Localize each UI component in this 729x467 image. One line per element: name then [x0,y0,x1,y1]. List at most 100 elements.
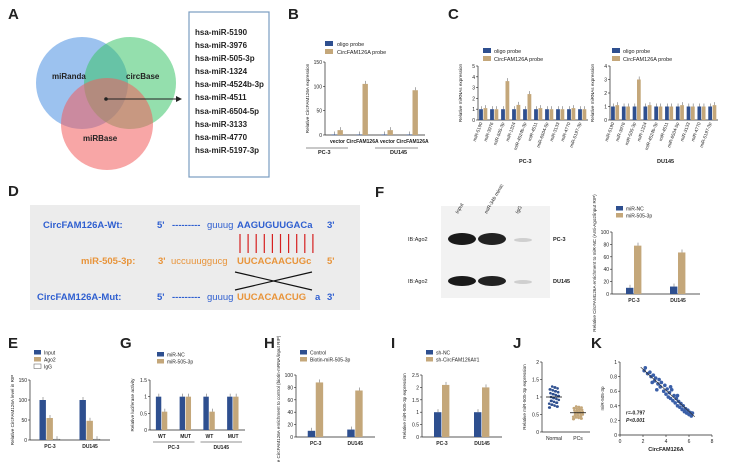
bar [474,412,482,437]
y-tick-label: 100 [285,373,294,379]
group-label: PC-3 [168,445,180,451]
blot-row-label: IB:Ago2 [408,279,428,285]
y-tick-label: 5 [472,64,475,70]
bar [505,81,510,120]
x-tick-label: 0 [619,439,622,445]
bar [347,429,355,437]
y-tick-label: 2 [472,96,475,102]
blot-band [478,233,506,245]
legend-swatch [300,350,307,355]
data-point [648,370,652,375]
y-tick-label: 0 [536,430,539,436]
venn-arrow-head [176,96,182,102]
y-tick-label: 60 [603,255,609,261]
legend-label: sh-NC [436,351,451,357]
blot-band [478,276,506,286]
y-axis-label: Relative luciferase activity [130,378,135,432]
y-tick-label: 100 [314,84,323,90]
y-tick-label: 1 [614,360,617,366]
y-tick-label: 20 [603,280,609,286]
data-point [557,398,561,402]
x-tick-label: miR-1324 [636,121,648,142]
data-point [548,406,552,409]
legend-label-oligo: oligo probe [623,49,650,55]
panel-letter-f: F [375,184,384,201]
y-tick-label: 0 [606,292,609,298]
data-point [667,390,672,395]
legend-label-probe: CircFAM126A probe [494,57,543,63]
data-point [643,366,648,370]
mirna-item: hsa-miR-6504-5p [195,106,260,116]
data-point [659,380,664,385]
y-axis-label: Relative CircFAM126A enrichment to contr… [276,335,281,462]
y-tick-label: 3 [604,78,607,84]
y-tick-label: 0.4 [610,404,617,410]
bar [643,106,648,120]
data-point [551,389,555,392]
data-point [577,405,581,409]
venn-label-mirbase: miRBase [83,134,118,143]
wt-dashes: --------- [172,220,200,231]
bar [701,106,706,120]
data-point [656,382,660,386]
data-point [550,385,554,388]
bar [381,134,387,136]
legend-swatch [157,359,164,364]
bar [483,108,488,120]
bar [621,106,626,120]
bar [615,105,620,120]
mirna-list: hsa-miR-5190 hsa-miR-3976 hsa-miR-505-3p… [195,28,269,155]
legend-swatch [34,350,41,355]
legend-swatch [157,352,164,357]
panel-letter-h: H [264,335,275,352]
y-tick-label: 4 [472,75,475,81]
x-tick-label: DU145 [474,441,490,447]
bar [356,134,362,136]
data-point [574,405,578,408]
x-tick-label: CircFAM126A [396,139,429,145]
y-tick-label: 0.5 [140,411,147,417]
y-tick-label: 50 [316,109,322,115]
bar [86,420,93,440]
legend-label: Control [310,351,326,357]
stat-annotation: P<0.001 [626,418,645,424]
mir-seq-upper: UUCACAACUGc [237,256,311,267]
bar [161,411,168,430]
bar [637,79,641,120]
bar [571,108,576,120]
data-point [689,414,694,418]
mut-5prime: 5' [157,292,165,303]
mut-seq-lower: guuug [207,292,233,303]
mirna-item: hsa-miR-4511 [195,93,247,103]
y-tick-label: 0 [614,433,617,439]
legend-swatch [300,357,307,362]
y-tick-label: 0 [144,428,147,434]
y-tick-label: 40 [287,410,293,416]
chart-c-pc3: 0 1 2 3 4 5 Relative miRNAs expression miR-5190… [458,63,588,151]
data-point [664,392,668,396]
venn-circle-mirbase [61,78,153,170]
panel-letter-g: G [120,335,132,352]
bar [406,134,412,136]
bar [669,106,674,120]
x-tick-label: miR-6504-5p [536,121,550,148]
blot-band-faint [514,238,532,242]
group-label-du145: DU145 [390,150,407,156]
bar [53,438,61,441]
y-tick-label: 1.5 [412,398,419,404]
bar [337,130,343,135]
y-tick-label: 80 [603,242,609,248]
data-point [549,388,552,391]
data-point [573,406,576,410]
chart-g: 0 0.5 1 1.5 Relative luciferase activity WT MU… [130,352,245,451]
y-tick-label: 0.5 [412,423,419,429]
y-tick-label: 1.5 [532,378,539,384]
legend-label-oligo: oligo probe [337,42,364,48]
bar [387,130,393,135]
x-tick-label: WT [158,434,166,440]
y-axis-label: Relative miRNAs expression [590,63,595,122]
y-tick-label: 50 [21,418,27,424]
bar [501,109,505,120]
data-point [576,409,579,413]
